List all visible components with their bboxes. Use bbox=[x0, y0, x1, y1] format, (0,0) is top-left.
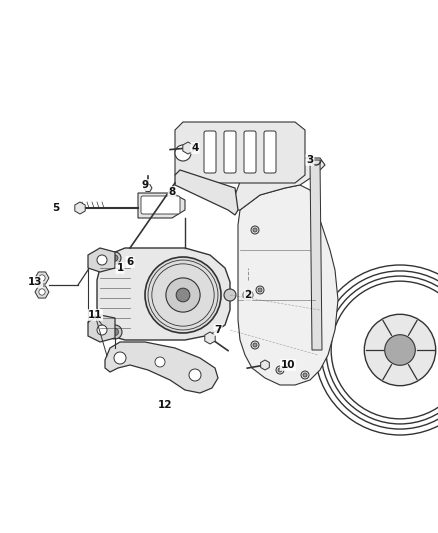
Circle shape bbox=[166, 278, 200, 312]
Text: 4: 4 bbox=[191, 143, 199, 153]
FancyBboxPatch shape bbox=[204, 131, 216, 173]
Text: 8: 8 bbox=[168, 187, 176, 197]
Circle shape bbox=[97, 255, 107, 265]
Circle shape bbox=[276, 366, 284, 374]
FancyBboxPatch shape bbox=[244, 131, 256, 173]
Polygon shape bbox=[88, 315, 115, 342]
FancyBboxPatch shape bbox=[224, 131, 236, 173]
Circle shape bbox=[303, 373, 307, 377]
Polygon shape bbox=[175, 170, 238, 215]
Circle shape bbox=[301, 371, 309, 379]
Circle shape bbox=[112, 328, 119, 335]
Circle shape bbox=[175, 145, 191, 161]
Polygon shape bbox=[175, 122, 305, 183]
Circle shape bbox=[243, 290, 253, 300]
Circle shape bbox=[253, 228, 257, 232]
Text: 2: 2 bbox=[244, 290, 251, 300]
Circle shape bbox=[256, 286, 264, 294]
Circle shape bbox=[364, 314, 436, 386]
Circle shape bbox=[112, 255, 118, 261]
Text: 13: 13 bbox=[28, 277, 42, 287]
Polygon shape bbox=[138, 193, 185, 218]
FancyBboxPatch shape bbox=[264, 131, 276, 173]
Circle shape bbox=[114, 352, 126, 364]
Circle shape bbox=[145, 257, 221, 333]
Circle shape bbox=[253, 343, 257, 347]
Polygon shape bbox=[310, 160, 322, 350]
Polygon shape bbox=[261, 360, 269, 370]
Polygon shape bbox=[205, 332, 215, 344]
Polygon shape bbox=[238, 185, 338, 385]
Text: 6: 6 bbox=[127, 257, 134, 267]
Circle shape bbox=[109, 252, 121, 264]
Circle shape bbox=[176, 288, 190, 302]
Polygon shape bbox=[97, 248, 230, 340]
Polygon shape bbox=[75, 202, 85, 214]
Circle shape bbox=[258, 288, 262, 292]
Polygon shape bbox=[183, 142, 193, 154]
Circle shape bbox=[39, 275, 45, 281]
FancyBboxPatch shape bbox=[141, 196, 180, 214]
Circle shape bbox=[385, 335, 415, 365]
Polygon shape bbox=[105, 342, 218, 393]
Circle shape bbox=[189, 369, 201, 381]
Circle shape bbox=[278, 368, 282, 372]
Text: 10: 10 bbox=[281, 360, 295, 370]
Circle shape bbox=[251, 341, 259, 349]
Text: 12: 12 bbox=[158, 400, 172, 410]
Circle shape bbox=[224, 289, 236, 301]
Polygon shape bbox=[35, 286, 49, 298]
Circle shape bbox=[97, 325, 107, 335]
Circle shape bbox=[251, 226, 259, 234]
Circle shape bbox=[39, 289, 45, 295]
Text: 9: 9 bbox=[141, 180, 148, 190]
Circle shape bbox=[155, 357, 165, 367]
Text: 1: 1 bbox=[117, 263, 124, 273]
Text: 11: 11 bbox=[88, 310, 102, 320]
Circle shape bbox=[108, 325, 122, 339]
Text: 5: 5 bbox=[53, 203, 60, 213]
Polygon shape bbox=[144, 184, 152, 191]
Polygon shape bbox=[235, 158, 325, 210]
Polygon shape bbox=[88, 248, 115, 272]
Text: 3: 3 bbox=[306, 155, 314, 165]
Polygon shape bbox=[35, 272, 49, 284]
Text: 7: 7 bbox=[214, 325, 222, 335]
Circle shape bbox=[246, 293, 251, 297]
